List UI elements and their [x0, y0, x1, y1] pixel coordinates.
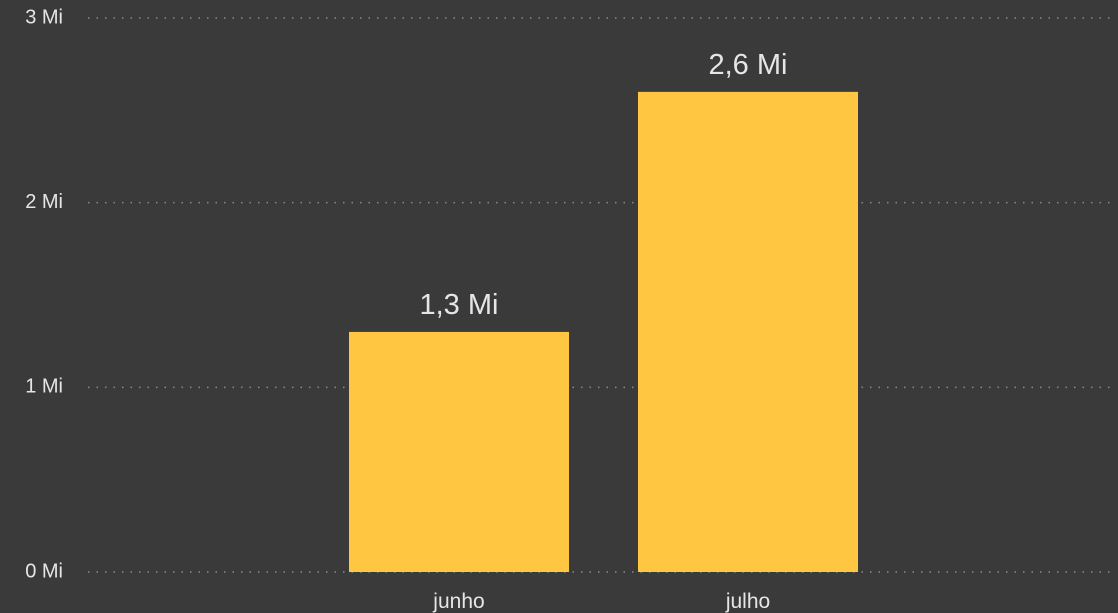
data-labels: 1,3 Mi 2,6 Mi: [420, 49, 788, 321]
bar-julho[interactable]: [638, 91, 858, 572]
x-category-label-junho: junho: [432, 590, 484, 613]
data-label-junho: 1,3 Mi: [420, 289, 499, 321]
bars: [349, 91, 858, 572]
x-category-label-julho: julho: [725, 590, 770, 613]
x-axis-category-labels: junho julho: [432, 590, 770, 613]
grid-lines: [88, 17, 1110, 573]
bar-junho[interactable]: [349, 331, 569, 572]
data-label-julho: 2,6 Mi: [709, 49, 788, 81]
y-axis-tick-labels: 0 Mi 1 Mi 2 Mi 3 Mi: [25, 6, 63, 582]
y-tick-label-0: 0 Mi: [25, 560, 63, 582]
y-tick-label-1: 1 Mi: [25, 376, 63, 398]
y-tick-label-3: 3 Mi: [25, 6, 63, 28]
y-tick-label-2: 2 Mi: [25, 191, 63, 213]
